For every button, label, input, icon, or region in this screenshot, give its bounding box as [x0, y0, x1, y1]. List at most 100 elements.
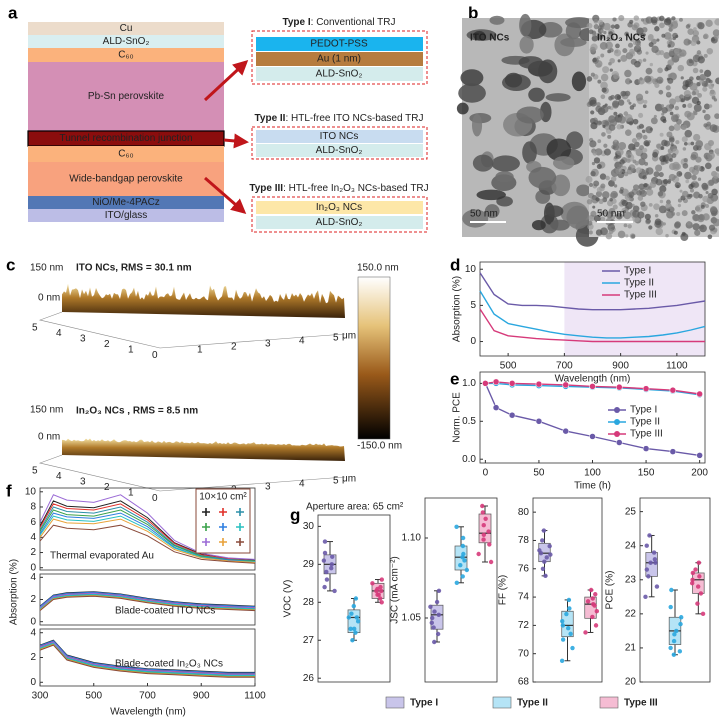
- x-axis-label: Wavelength (nm): [110, 707, 186, 718]
- legend-swatch: [219, 508, 227, 516]
- particle: [671, 16, 676, 21]
- point: [353, 630, 358, 635]
- particle: [643, 148, 648, 153]
- particle: [603, 30, 607, 35]
- y-tick-label: 0.0: [462, 454, 476, 465]
- particle: [712, 29, 719, 37]
- particle: [669, 98, 677, 106]
- point: [696, 560, 702, 565]
- particle: [592, 205, 596, 209]
- particle: [472, 154, 494, 172]
- particle: [658, 79, 663, 84]
- y-tick-label: 26: [303, 673, 315, 684]
- particle: [596, 163, 602, 170]
- particle: [662, 178, 669, 185]
- particle: [642, 58, 647, 62]
- particle: [709, 124, 718, 133]
- particle: [682, 147, 687, 151]
- point: [568, 631, 573, 637]
- particle: [613, 184, 618, 188]
- point: [460, 543, 466, 549]
- particle: [629, 48, 635, 55]
- stack-layer: [28, 62, 224, 131]
- legend-swatch: [219, 538, 227, 546]
- type-name: Type III: [249, 183, 283, 194]
- point: [480, 510, 486, 515]
- particle: [677, 203, 682, 208]
- legend-label: Type II: [630, 417, 660, 428]
- particle: [648, 203, 653, 207]
- afm-axis-label: 1: [128, 345, 134, 356]
- y-tick-label: 27: [303, 635, 315, 646]
- particle: [610, 24, 616, 29]
- x-tick-label: 700: [556, 361, 573, 372]
- point: [674, 628, 679, 634]
- particle: [703, 33, 709, 39]
- tj-layer-label: ALD-SnO₂: [316, 217, 363, 228]
- y-tick-label: 78: [518, 535, 530, 546]
- particle: [702, 213, 710, 221]
- point: [590, 614, 595, 620]
- particle: [546, 138, 572, 161]
- particle: [593, 24, 599, 30]
- point: [508, 411, 516, 419]
- particle: [685, 24, 691, 29]
- particle: [589, 140, 597, 148]
- point: [476, 551, 481, 557]
- type-name: Type I: [282, 17, 310, 28]
- particle: [652, 151, 658, 158]
- y-tick-label: 29: [303, 559, 315, 570]
- legend-label: Type III: [630, 429, 663, 440]
- legend-swatch: [202, 523, 210, 531]
- particle: [589, 99, 597, 107]
- point: [480, 503, 485, 509]
- particle: [462, 209, 489, 228]
- y-tick-label: 0: [470, 336, 476, 347]
- particle: [586, 22, 593, 29]
- particle: [620, 54, 628, 62]
- particle: [638, 183, 645, 190]
- particle: [634, 160, 640, 166]
- panel-label: f: [6, 481, 12, 500]
- particle: [516, 106, 544, 124]
- particle: [615, 43, 620, 49]
- particle: [664, 67, 669, 72]
- panel-label: a: [8, 3, 18, 22]
- point: [454, 580, 460, 585]
- particle: [682, 163, 689, 169]
- axis-frame: [639, 497, 711, 683]
- x-tick-label: 200: [691, 468, 708, 479]
- particle: [607, 223, 615, 231]
- point: [616, 439, 623, 446]
- particle: [648, 225, 653, 230]
- afm-axis-label: 4: [299, 479, 305, 490]
- particle: [705, 77, 711, 84]
- particle: [666, 131, 673, 138]
- particle: [712, 218, 719, 227]
- point: [346, 615, 351, 620]
- particle: [617, 59, 621, 63]
- particle: [624, 113, 633, 122]
- particle: [684, 171, 692, 180]
- legend-swatch: [385, 696, 405, 709]
- particle: [673, 48, 680, 54]
- point: [696, 390, 703, 398]
- type-box: [251, 196, 428, 233]
- afm-unit: μm: [342, 331, 356, 342]
- colorbar-label: -150.0 nm: [357, 441, 402, 452]
- y-tick-label: 22: [625, 608, 637, 619]
- particle: [610, 176, 617, 182]
- tj-layer: [256, 216, 423, 229]
- point: [697, 574, 702, 579]
- particle: [590, 72, 595, 77]
- particle: [489, 15, 505, 25]
- particle: [661, 33, 666, 38]
- afm-title: ITO NCs, RMS = 30.1 nm: [76, 263, 192, 274]
- particle: [703, 123, 708, 128]
- particle: [671, 26, 675, 30]
- point: [560, 637, 566, 642]
- point: [349, 611, 354, 616]
- legend-swatch: [614, 431, 620, 437]
- particle: [659, 155, 666, 162]
- particle: [614, 23, 620, 30]
